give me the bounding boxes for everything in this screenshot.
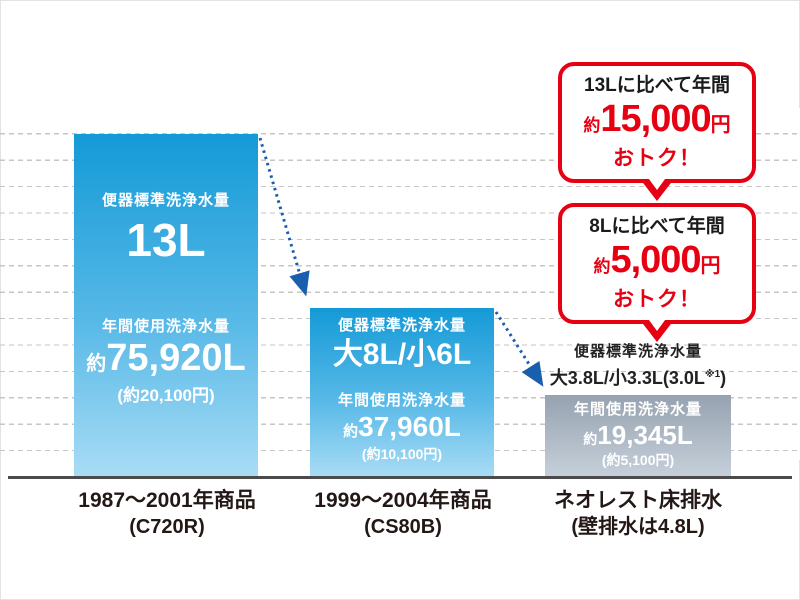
bar-1999-2004: 便器標準洗浄水量 大8L/小6L 年間使用洗浄水量 約37,960L (約10,… <box>310 308 494 477</box>
annual-cost: (約5,100円) <box>601 451 675 468</box>
neorest-standard-flush: 便器標準洗浄水量 大3.8L/小3.3L(3.0L※1) <box>528 340 748 390</box>
savings-amount: 約5,000円 <box>593 238 721 281</box>
annual-usage-label: 年間使用洗浄水量 <box>337 392 466 409</box>
annual-cost: (約10,100円) <box>361 445 443 462</box>
category-model: (C720R) <box>129 516 205 539</box>
standard-flush-label: 便器標準洗浄水量 <box>101 192 230 209</box>
savings-suffix: おトク！ <box>613 287 701 311</box>
annual-cost: (約20,100円) <box>117 386 215 406</box>
category-model: (CS80B) <box>364 516 442 539</box>
annual-usage-label: 年間使用洗浄水量 <box>101 318 230 336</box>
category-model: (壁排水は4.8L) <box>571 516 705 539</box>
savings-amount: 約15,000円 <box>583 97 731 140</box>
category-period: 1999〜2004年商品 <box>314 489 492 512</box>
standard-flush-label: 便器標準洗浄水量 <box>573 343 702 360</box>
category-period: 1987〜2001年商品 <box>78 489 256 512</box>
annual-usage-value: 約19,345L <box>583 420 693 450</box>
standard-flush-value: 大3.8L/小3.3L(3.0L※1) <box>549 368 727 388</box>
footnote-marker: ※1 <box>704 369 721 380</box>
category-label-1999-2004: 1999〜2004年商品 (CS80B) <box>288 487 518 540</box>
annual-usage-value: 約75,920L <box>86 337 246 380</box>
annual-usage-value: 約37,960L <box>343 411 461 442</box>
comparison-text: 13Lに比べて年間 <box>584 75 730 96</box>
standard-flush-label: 便器標準洗浄水量 <box>337 317 466 334</box>
bar-neorest: 年間使用洗浄水量 約19,345L (約5,100円) <box>545 395 731 477</box>
savings-callout-vs-8l: 8Lに比べて年間 約5,000円 おトク！ <box>558 203 756 342</box>
savings-callout-vs-13l: 13Lに比べて年間 約15,000円 おトク！ <box>558 62 756 201</box>
category-label-neorest: ネオレスト床排水 (壁排水は4.8L) <box>523 487 753 540</box>
bar-1987-2001: 便器標準洗浄水量 13L 年間使用洗浄水量 約75,920L (約20,100円… <box>74 134 258 477</box>
savings-suffix: おトク！ <box>613 146 701 170</box>
comparison-text: 8Lに比べて年間 <box>589 216 725 237</box>
axis-baseline <box>8 476 792 479</box>
annual-usage-label: 年間使用洗浄水量 <box>573 401 702 418</box>
standard-flush-value: 13L <box>126 214 206 266</box>
category-label-1987-2001: 1987〜2001年商品 (C720R) <box>52 487 282 540</box>
standard-flush-value: 大8L/小6L <box>332 338 472 371</box>
category-period: ネオレスト床排水 <box>554 489 722 512</box>
